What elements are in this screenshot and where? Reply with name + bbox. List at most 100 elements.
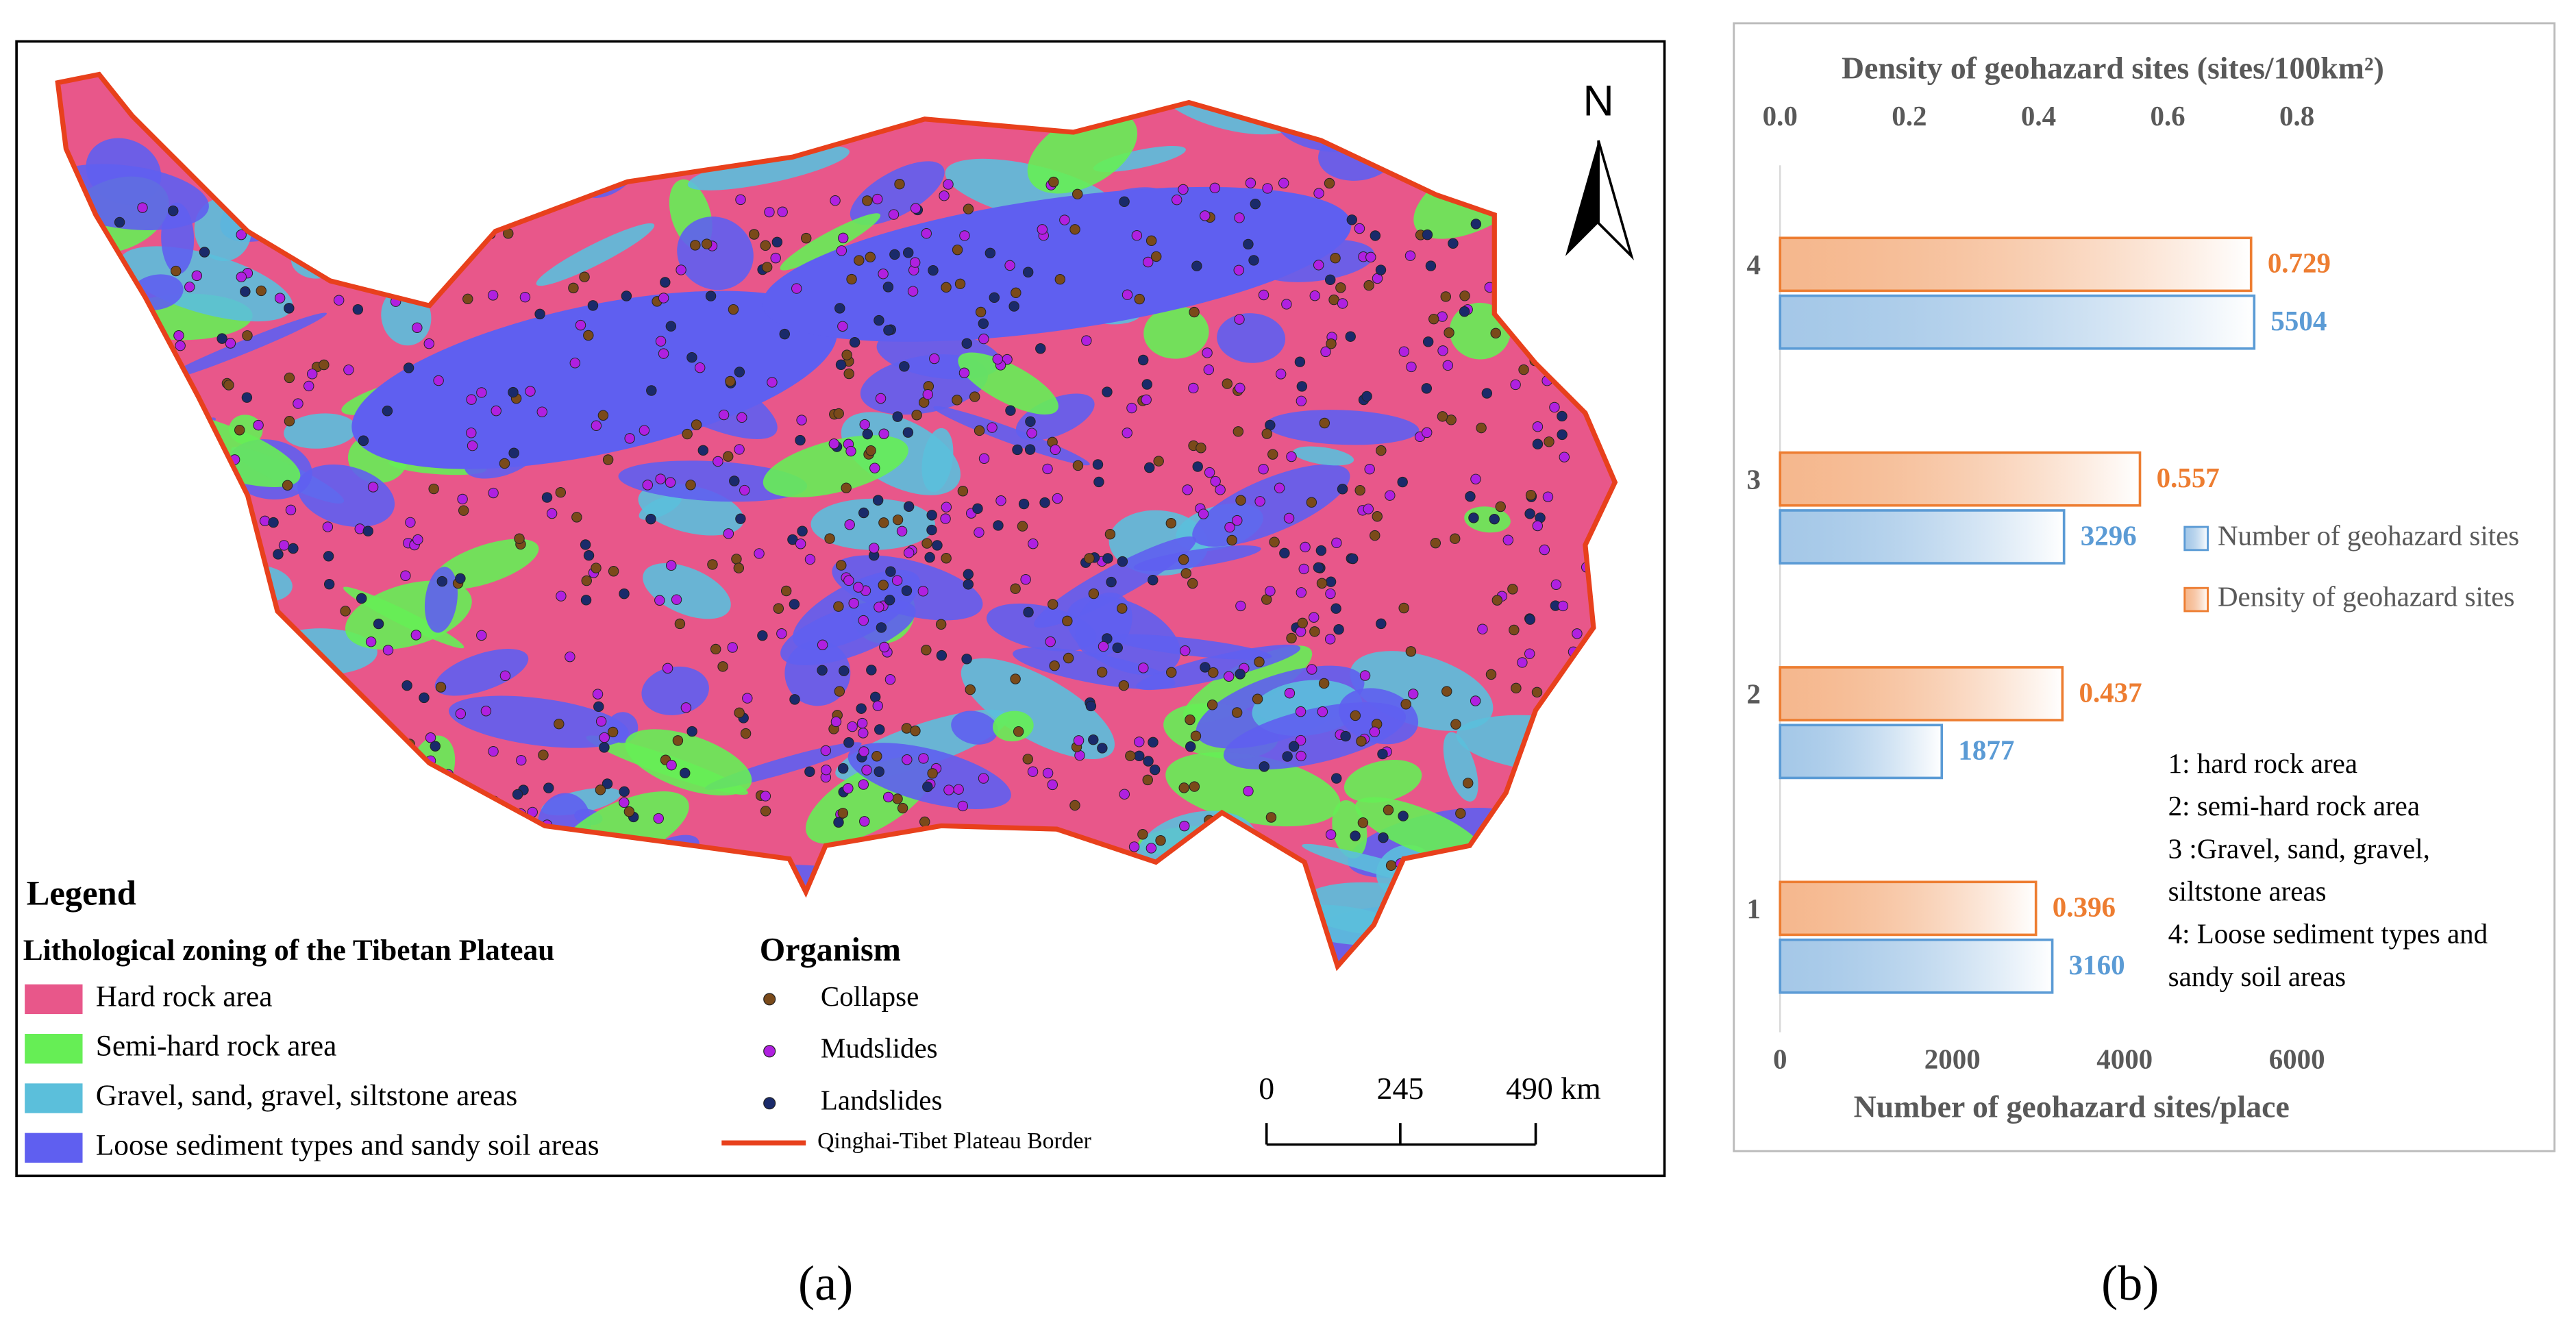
hazard-point <box>1317 706 1328 717</box>
hazard-point <box>936 650 948 661</box>
hazard-point <box>795 434 806 446</box>
hazard-point <box>1532 520 1544 532</box>
hazard-point <box>862 428 874 440</box>
zone-swatch <box>25 984 83 1015</box>
hazard-point <box>922 388 934 400</box>
hazard-point <box>674 618 686 630</box>
hazard-point <box>1524 648 1535 659</box>
hazard-point <box>841 482 852 493</box>
hazard-point <box>225 338 236 349</box>
hazard-point <box>282 480 293 491</box>
hazard-point <box>1437 345 1448 356</box>
hazard-point <box>428 483 439 495</box>
hazard-point <box>1137 829 1148 840</box>
bar <box>1779 938 2054 994</box>
hazard-point <box>658 293 669 304</box>
organism-symbol <box>763 1045 776 1058</box>
hazard-point <box>1275 369 1287 380</box>
hazard-point <box>879 641 890 653</box>
hazard-point <box>834 686 845 697</box>
hazard-point <box>872 193 883 205</box>
bar <box>1779 294 2256 350</box>
hazard-point <box>1178 184 1189 195</box>
hazard-point <box>358 435 369 446</box>
hazard-point <box>975 306 987 318</box>
hazard-point <box>322 521 334 532</box>
hazard-point <box>1408 689 1419 700</box>
hazard-point <box>593 701 604 713</box>
hazard-point <box>1206 700 1218 710</box>
hazard-point <box>599 732 610 743</box>
hazard-point <box>595 784 606 795</box>
hazard-point <box>646 385 657 396</box>
hazard-point <box>591 562 602 573</box>
hazard-point <box>892 793 903 804</box>
hazard-point <box>866 665 877 676</box>
hazard-point <box>365 636 377 647</box>
hazard-point <box>1005 405 1016 416</box>
hazard-point <box>686 351 697 363</box>
hazard-point <box>682 428 693 440</box>
hazard-point <box>1282 751 1293 762</box>
hazard-point <box>1215 484 1226 495</box>
hazard-point <box>1531 687 1543 698</box>
hazard-point <box>1557 410 1568 422</box>
hazard-point <box>1463 778 1474 789</box>
hazard-point <box>1319 417 1330 429</box>
zone-patch <box>434 649 529 696</box>
hazard-point <box>671 594 682 605</box>
hazard-point <box>433 375 444 386</box>
hazard-point <box>1517 657 1528 668</box>
hazard-point <box>939 190 950 201</box>
hazard-point <box>419 692 430 704</box>
hazard-point <box>1022 754 1033 765</box>
hazard-point <box>1470 219 1482 230</box>
hazard-point <box>401 680 412 691</box>
hazard-point <box>1375 264 1387 275</box>
hazard-point <box>733 562 745 573</box>
hazard-point <box>917 586 929 597</box>
hazard-point <box>1288 741 1300 752</box>
zone-patch <box>119 246 293 322</box>
hazard-point <box>731 554 742 565</box>
hazard-point <box>1377 748 1388 760</box>
hazard-point <box>1117 556 1128 567</box>
hazard-point <box>1525 489 1537 501</box>
hazard-point <box>536 406 547 417</box>
hazard-point <box>1485 669 1497 680</box>
hazard-point <box>957 486 969 497</box>
hazard-point <box>508 447 519 458</box>
hazard-point <box>728 304 739 315</box>
hazard-point <box>861 765 872 776</box>
hazard-point <box>1039 497 1050 508</box>
hazard-point <box>941 502 952 512</box>
hazard-point <box>841 349 852 360</box>
hazard-point <box>619 786 630 797</box>
hazard-point <box>665 321 677 332</box>
hazard-point <box>770 252 781 264</box>
hazard-point <box>546 508 558 519</box>
hazard-point <box>1050 444 1061 456</box>
hazard-point <box>1179 820 1190 832</box>
hazard-point <box>1296 381 1308 392</box>
hazard-point <box>253 419 264 431</box>
hazard-point <box>1337 484 1348 495</box>
hazard-point <box>1010 583 1021 594</box>
hazard-point <box>1084 553 1095 564</box>
hazard-point <box>1126 402 1137 414</box>
hazard-point <box>1204 467 1215 478</box>
hazard-point <box>891 575 903 586</box>
zone-patch <box>351 290 838 469</box>
bar <box>1779 666 2064 721</box>
hazard-point <box>1378 832 1389 843</box>
hazard-point <box>777 206 788 217</box>
hazard-point <box>1235 669 1246 680</box>
hazard-point <box>736 412 747 423</box>
hazard-point <box>660 277 671 288</box>
hazard-point <box>1198 508 1209 519</box>
hazard-point <box>1279 547 1290 559</box>
hazard-point <box>1081 335 1092 346</box>
hazard-point <box>1559 452 1570 462</box>
hazard-point <box>1296 395 1307 407</box>
